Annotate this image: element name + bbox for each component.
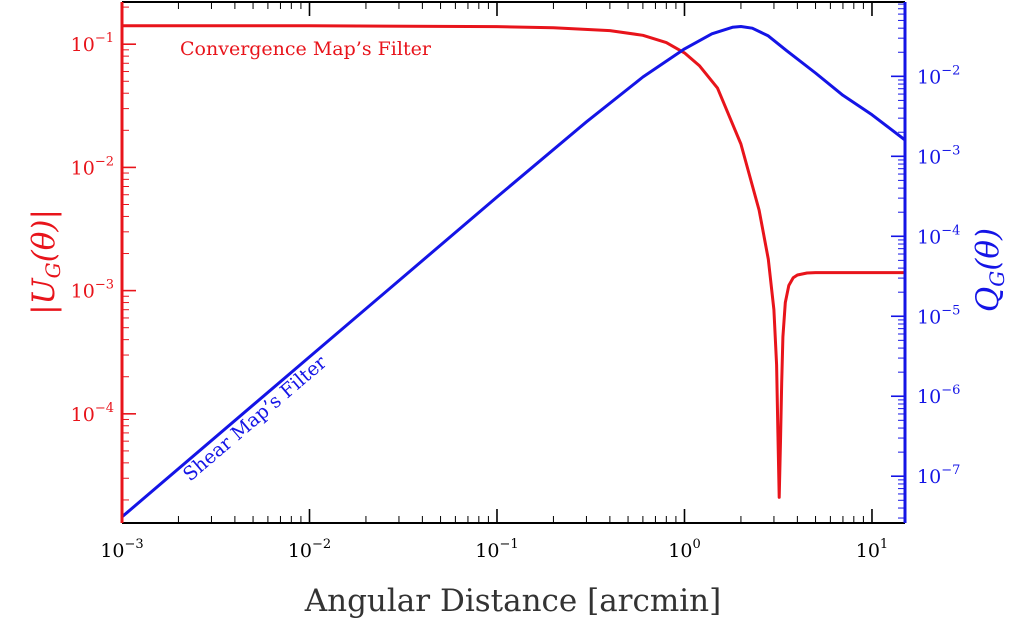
y-left-tick-label-base: 10 xyxy=(71,157,95,179)
y-right-tick-label-base: 10 xyxy=(917,226,941,248)
y-right-tick-label-exp: −4 xyxy=(941,223,960,238)
y-left-title-main: |U xyxy=(26,277,62,314)
y-right-tick-label: 10−4 xyxy=(917,223,960,248)
x-tick-label-base: 10 xyxy=(856,540,880,562)
shear-filter-annotation: Shear Map’s Filter xyxy=(179,351,332,486)
convergence-filter-annotation: Convergence Map’s Filter xyxy=(180,38,432,60)
y-right-tick-label-exp: −5 xyxy=(941,303,960,318)
x-tick-label-exp: 1 xyxy=(880,537,888,552)
x-tick-label-exp: 0 xyxy=(692,537,700,552)
y-left-axis-title: |UG(θ)| xyxy=(26,209,65,315)
y-right-tick-label-exp: −2 xyxy=(941,63,960,78)
y-left-title-sub: G xyxy=(41,262,65,278)
y-left-tick-label-exp: −2 xyxy=(95,154,114,169)
x-tick-label: 100 xyxy=(668,537,700,562)
y-left-tick-label: 10−3 xyxy=(71,278,114,303)
y-right-tick-label-exp: −7 xyxy=(941,463,960,478)
x-tick-label: 10−1 xyxy=(475,537,518,562)
y-right-axis-title: QG(θ) xyxy=(970,228,1009,312)
y-left-tick-label-exp: −3 xyxy=(95,278,114,293)
y-left-tick-label: 10−2 xyxy=(71,154,114,179)
y-right-tick-label-base: 10 xyxy=(917,146,941,168)
y-right-tick-label-base: 10 xyxy=(917,66,941,88)
y-right-tick-label-base: 10 xyxy=(917,306,941,328)
y-left-tick-label-exp: −1 xyxy=(95,31,114,46)
x-tick-label-base: 10 xyxy=(288,540,312,562)
y-left-tick-label-base: 10 xyxy=(71,404,95,426)
y-left-title-tail: (θ)| xyxy=(26,209,62,262)
y-left-tick-label: 10−4 xyxy=(71,401,114,426)
y-right-tick-label-exp: −6 xyxy=(941,383,960,398)
y-left-tick-label-base: 10 xyxy=(71,34,95,56)
y-left-tick-label-base: 10 xyxy=(71,281,95,303)
y-right-title-tail: (θ) xyxy=(970,228,1006,271)
y-right-tick-label-base: 10 xyxy=(917,466,941,488)
y-left-tick-label-exp: −4 xyxy=(95,401,114,416)
y-right-tick-label: 10−5 xyxy=(917,303,960,328)
x-tick-label-base: 10 xyxy=(668,540,692,562)
y-right-tick-label-base: 10 xyxy=(917,386,941,408)
x-tick-label-base: 10 xyxy=(100,540,124,562)
y-right-tick-label: 10−2 xyxy=(917,63,960,88)
x-tick-label-exp: −3 xyxy=(125,537,144,552)
series-line-convergence xyxy=(122,24,905,499)
series-line-shear xyxy=(121,25,906,519)
y-right-title-main: Q xyxy=(970,287,1006,312)
series-layer xyxy=(121,24,906,519)
y-right-tick-label: 10−7 xyxy=(917,463,960,488)
x-tick-label-base: 10 xyxy=(475,540,499,562)
y-right-tick-label: 10−3 xyxy=(917,143,960,168)
x-tick-label: 10−2 xyxy=(288,537,331,562)
y-left-tick-label: 10−1 xyxy=(71,31,114,56)
x-tick-label: 101 xyxy=(856,537,888,562)
y-right-tick-label-exp: −3 xyxy=(941,143,960,158)
y-right-tick-label: 10−6 xyxy=(917,383,960,408)
x-tick-label-exp: −1 xyxy=(499,537,518,552)
x-tick-label-exp: −2 xyxy=(312,537,331,552)
x-tick-label: 10−3 xyxy=(100,537,143,562)
ticks-layer: 10−3 10−2 10−1 100 10110−110−210−310−410−210… xyxy=(71,2,960,562)
x-axis-title: Angular Distance [arcmin] xyxy=(304,583,722,619)
y-right-title-sub: G xyxy=(985,271,1009,287)
